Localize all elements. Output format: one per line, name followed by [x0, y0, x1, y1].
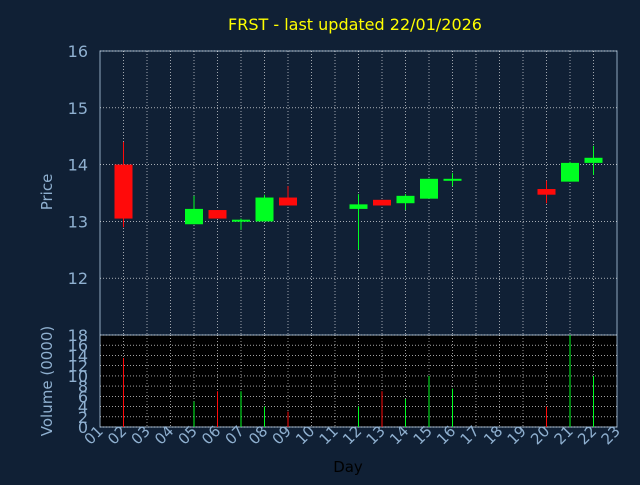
candle-body: [584, 157, 603, 163]
price-axis-label: Price: [38, 174, 56, 211]
candle-09: [279, 186, 297, 206]
candle-body: [349, 204, 368, 209]
volume-tick-label: 10: [68, 367, 88, 386]
candle-body: [114, 164, 133, 219]
price-tick-label: 15: [68, 99, 88, 118]
candle-body: [443, 178, 462, 181]
volume-tick-label: 0: [78, 418, 88, 437]
candle-15: [420, 178, 438, 199]
volume-tick-label: 4: [78, 398, 88, 417]
candle-body: [537, 189, 556, 195]
volume-tick-label: 18: [68, 326, 88, 345]
candle-13: [373, 199, 391, 206]
price-tick-label: 14: [68, 156, 88, 175]
volume-tick-label: 8: [78, 377, 88, 396]
candle-body: [373, 199, 391, 206]
price-tick-label: 16: [68, 42, 88, 61]
volume-tick-label: 2: [78, 408, 88, 427]
candle-21: [561, 161, 579, 182]
candle-07: [232, 218, 250, 230]
volume-panel: 0246810121416180102030405060708091011121…: [68, 326, 624, 448]
volume-tick-label: 12: [68, 357, 88, 376]
candle-body: [279, 197, 297, 206]
candle-06: [208, 210, 227, 219]
volume-tick-label: 16: [68, 336, 88, 355]
volume-axis-label: Volume (0000): [38, 326, 56, 436]
price-tick-label: 13: [68, 212, 88, 231]
candle-body: [255, 197, 274, 222]
candle-20: [537, 180, 556, 204]
price-panel: 12 13 14 15 16: [68, 42, 618, 336]
candle-05: [185, 195, 203, 225]
candle-body: [185, 208, 203, 225]
volume-tick-label: 14: [68, 346, 88, 365]
candle-body: [420, 178, 438, 199]
candle-16: [443, 173, 462, 187]
candle-22: [584, 145, 603, 175]
candle-body: [208, 210, 227, 219]
volume-tick-label: 6: [78, 387, 88, 406]
candle-body: [561, 162, 579, 182]
chart-title: FRST - last updated 22/01/2026: [228, 15, 482, 34]
day-axis-label: Day: [333, 458, 363, 476]
candle-02: [114, 141, 133, 228]
candle-12: [349, 194, 368, 250]
candle-body: [396, 195, 415, 204]
candle-14: [396, 194, 415, 211]
candle-body: [232, 219, 250, 222]
candle-08: [255, 194, 274, 222]
price-tick-label: 12: [68, 269, 88, 288]
